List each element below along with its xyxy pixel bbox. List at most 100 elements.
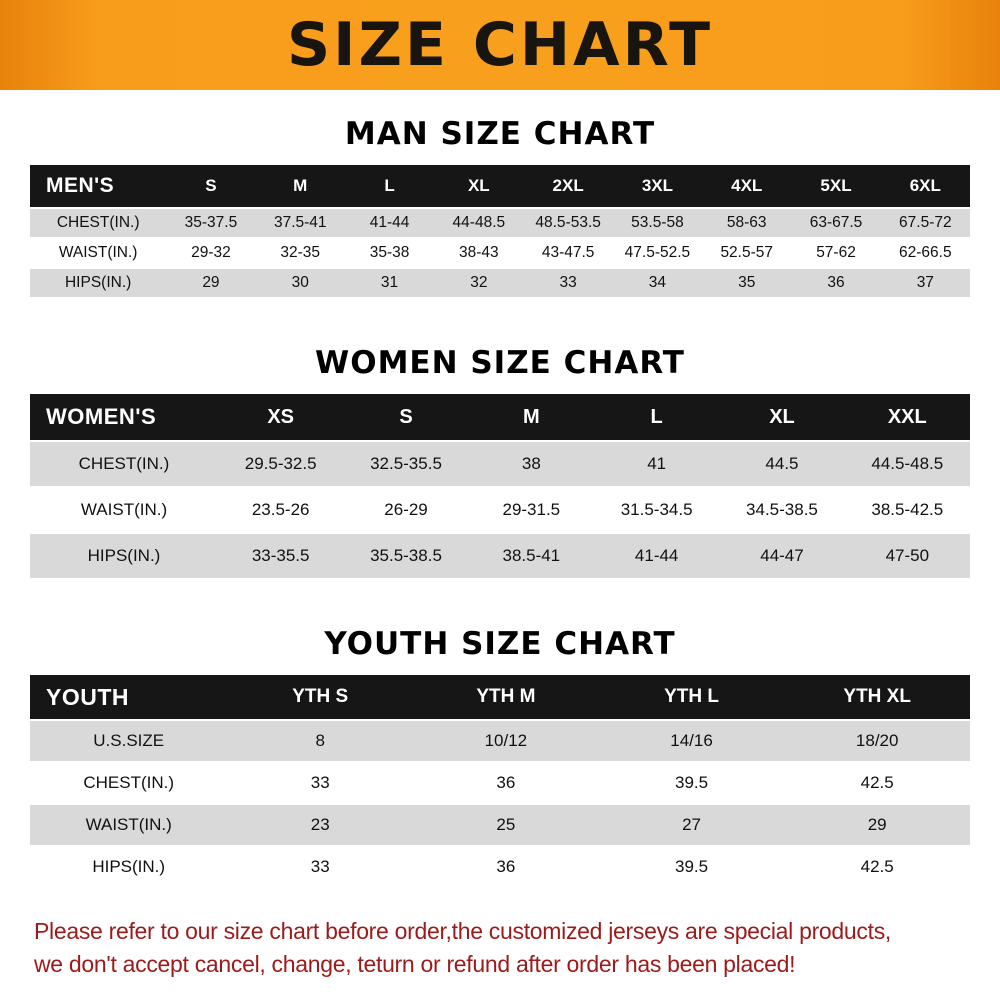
size-value-cell: 32 [470, 274, 488, 291]
column-header-cell: L [650, 405, 663, 428]
size-value-cell: 44.5 [765, 454, 799, 473]
row-label-cell: CHEST(IN.) [78, 454, 170, 473]
size-value-cell: 58-63 [726, 214, 767, 231]
table-header-row: MEN'S S M L XL 2XL 3XL 4XL 5XL 6XL [30, 165, 970, 209]
column-header-cell: S [205, 176, 217, 195]
size-value-cell: 52.5-57 [720, 244, 774, 261]
column-header-cell: 3XL [641, 176, 674, 195]
size-value-cell: 44-47 [760, 546, 804, 565]
table-row: WAIST(IN.) 23 25 27 29 [30, 805, 970, 847]
column-header-cell: M [522, 405, 540, 428]
table-row: WAIST(IN.) 29-32 32-35 35-38 38-43 43-47.5 47.… [30, 239, 970, 269]
women-section: WOMEN SIZE CHART WOMEN'S XS S M L XL XXL CHEST(… [0, 345, 1000, 580]
size-value-cell: 34 [648, 274, 667, 291]
size-value-cell: 38-43 [459, 244, 499, 261]
size-value-cell: 63-67.5 [809, 214, 863, 231]
size-value-cell: 35-38 [369, 244, 410, 261]
size-value-cell: 57-62 [816, 244, 856, 261]
size-value-cell: 33-35.5 [251, 546, 310, 565]
table-header-row: WOMEN'S XS S M L XL XXL [30, 394, 970, 442]
size-value-cell: 44-48.5 [452, 214, 506, 231]
table-title-cell: MEN'S [46, 174, 115, 197]
women-section-heading: WOMEN SIZE CHART [315, 345, 685, 381]
table-row: HIPS(IN.) 33-35.5 35.5-38.5 38.5-41 41-44 44-… [30, 534, 970, 580]
row-label-cell: WAIST(IN.) [80, 500, 168, 519]
size-value-cell: 38.5-41 [502, 546, 561, 565]
size-value-cell: 33 [310, 857, 330, 876]
size-value-cell: 29 [867, 815, 887, 834]
size-value-cell: 29.5-32.5 [244, 454, 317, 473]
table-title-cell: WOMEN'S [46, 404, 157, 429]
row-label-cell: U.S.SIZE [93, 731, 165, 750]
table-header-row: YOUTH YTH S YTH M YTH L YTH XL [30, 675, 970, 721]
size-value-cell: 62-66.5 [899, 244, 952, 261]
size-value-cell: 18/20 [855, 731, 899, 750]
size-value-cell: 29 [202, 274, 220, 291]
size-value-cell: 37.5-41 [273, 214, 327, 231]
size-value-cell: 37 [916, 274, 934, 291]
size-value-cell: 36 [496, 857, 516, 876]
women-size-table: WOMEN'S XS S M L XL XXL CHEST(IN.) 29.5-32.5 32.5… [30, 394, 970, 580]
size-value-cell: 10/12 [484, 731, 528, 750]
size-value-cell: 35.5-38.5 [370, 546, 442, 565]
size-value-cell: 23.5-26 [251, 500, 310, 519]
size-value-cell: 39.5 [674, 857, 709, 876]
row-label-cell: CHEST(IN.) [56, 214, 140, 231]
size-value-cell: 38.5-42.5 [871, 500, 944, 519]
column-header-cell: L [384, 176, 395, 195]
column-header-cell: M [293, 176, 308, 195]
row-label-cell: WAIST(IN.) [58, 244, 138, 261]
table-row: HIPS(IN.) 29 30 31 32 33 34 35 36 37 [30, 269, 970, 299]
size-value-cell: 47.5-52.5 [624, 244, 691, 261]
row-label-cell: HIPS(IN.) [64, 274, 132, 291]
men-section-heading: MAN SIZE CHART [344, 116, 656, 152]
size-value-cell: 53.5-58 [631, 214, 684, 231]
table-row: U.S.SIZE 8 10/12 14/16 18/20 [30, 721, 970, 763]
column-header-cell: YTH L [664, 686, 719, 707]
size-value-cell: 30 [291, 274, 309, 291]
column-header-cell: XXL [887, 405, 927, 428]
size-value-cell: 33 [559, 274, 577, 291]
column-header-cell: 6XL [909, 176, 941, 195]
size-value-cell: 36 [827, 274, 845, 291]
youth-section: YOUTH SIZE CHART YOUTH YTH S YTH M YTH L YTH… [0, 626, 1000, 889]
size-value-cell: 41-44 [369, 214, 410, 231]
men-size-table: MEN'S S M L XL 2XL 3XL 4XL 5XL 6XL CHEST(IN.) 35-37… [30, 165, 970, 299]
size-value-cell: 29-32 [191, 244, 231, 261]
youth-size-table: YOUTH YTH S YTH M YTH L YTH XL U.S.SIZE 8 10/12… [30, 675, 970, 889]
table-row: CHEST(IN.) 29.5-32.5 32.5-35.5 38 41 44.5 44.5… [30, 442, 970, 488]
men-section: MAN SIZE CHART MEN'S S M L XL 2XL 3XL 4XL 5XL 6XL… [0, 116, 1000, 299]
column-header-cell: YTH S [292, 686, 349, 707]
column-header-cell: 4XL [731, 176, 763, 195]
table-row: CHEST(IN.) 35-37.5 37.5-41 41-44 44-48.5 48.5… [30, 209, 970, 239]
size-value-cell: 23 [310, 815, 330, 834]
column-header-cell: S [399, 405, 413, 428]
size-value-cell: 34.5-38.5 [746, 500, 818, 519]
size-value-cell: 39.5 [674, 773, 709, 792]
size-value-cell: 35-37.5 [184, 214, 238, 231]
table-row: WAIST(IN.) 23.5-26 26-29 29-31.5 31.5-34.5 34… [30, 488, 970, 534]
column-header-cell: XL [467, 176, 490, 195]
size-value-cell: 25 [496, 815, 516, 834]
size-value-cell: 32-35 [280, 244, 321, 261]
column-header-cell: 5XL [820, 176, 852, 195]
footer-line-1: Please refer to our size chart before or… [34, 918, 891, 944]
row-label-cell: HIPS(IN.) [92, 857, 166, 876]
size-value-cell: 14/16 [670, 731, 713, 750]
row-label-cell: HIPS(IN.) [87, 546, 161, 565]
table-title-cell: YOUTH [46, 683, 129, 710]
table-row: HIPS(IN.) 33 36 39.5 42.5 [30, 847, 970, 889]
size-value-cell: 47-50 [885, 546, 930, 565]
column-header-cell: YTH XL [843, 686, 911, 707]
size-value-cell: 41-44 [634, 546, 679, 565]
page-title: SIZE CHART [286, 10, 714, 80]
column-header-cell: 2XL [552, 176, 584, 195]
size-value-cell: 36 [496, 773, 516, 792]
size-value-cell: 8 [315, 731, 325, 750]
size-value-cell: 67.5-72 [899, 214, 952, 231]
row-label-cell: WAIST(IN.) [85, 815, 172, 834]
size-value-cell: 42.5 [860, 857, 894, 876]
size-value-cell: 26-29 [384, 500, 428, 519]
size-value-cell: 44.5-48.5 [871, 454, 944, 473]
